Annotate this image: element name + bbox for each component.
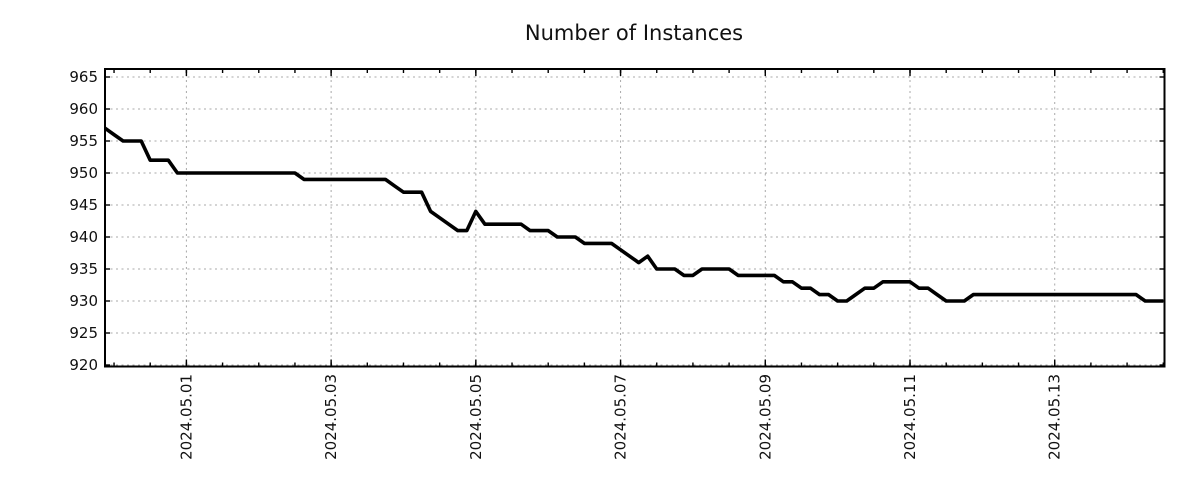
- x-axis-labels: 2024.05.01 2024.05.03 2024.05.05 2024.05.07…: [177, 374, 1063, 460]
- x-tick-label: 2024.05.09: [756, 374, 774, 460]
- y-tick-label: 935: [69, 260, 98, 278]
- x-tick-label: 2024.05.11: [901, 374, 919, 460]
- y-axis-labels: 920 925 930 935 940 945 950 955 960 965: [69, 68, 98, 374]
- x-tick-label: 2024.05.07: [612, 374, 630, 460]
- grid-lines: [105, 69, 1165, 367]
- y-tick-label: 925: [69, 324, 98, 342]
- data-series: [103, 126, 1164, 303]
- y-tick-label: 920: [69, 356, 98, 374]
- y-tick-label: 960: [69, 100, 98, 118]
- y-tick-label: 945: [69, 196, 98, 214]
- y-tick-label: 965: [69, 68, 98, 86]
- x-tick-label: 2024.05.05: [467, 374, 485, 460]
- y-tick-label: 940: [69, 228, 98, 246]
- y-tick-label: 930: [69, 292, 98, 310]
- x-tick-label: 2024.05.13: [1046, 374, 1064, 460]
- y-tick-label: 955: [69, 132, 98, 150]
- plot-border: [104, 68, 1166, 368]
- x-tick-label: 2024.05.03: [322, 374, 340, 460]
- chart-title: Number of Instances: [525, 21, 743, 45]
- y-tick-label: 950: [69, 164, 98, 182]
- x-tick-label: 2024.05.01: [177, 374, 195, 460]
- data-line: [103, 126, 1164, 303]
